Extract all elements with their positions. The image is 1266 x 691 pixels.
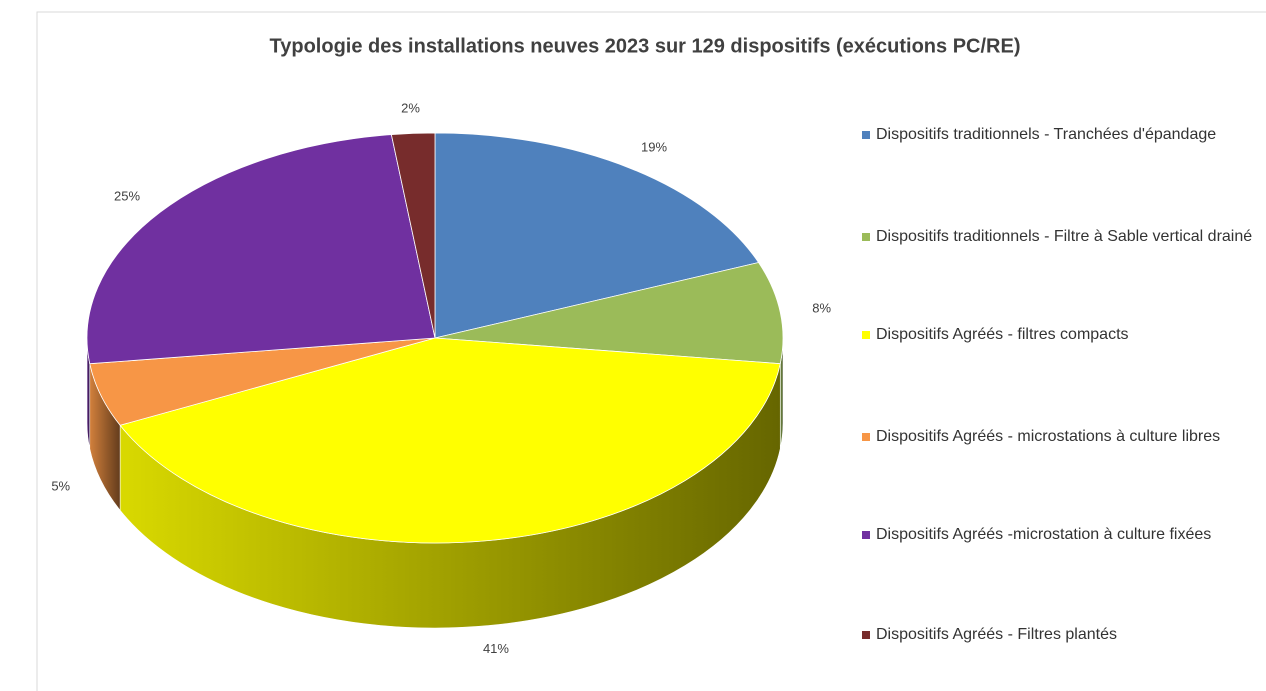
slice — [390, 132, 436, 339]
legend-swatch — [862, 433, 870, 441]
legend-item: Dispositifs Agréés - Filtres plantés — [860, 620, 1255, 649]
data-label: 25% — [114, 189, 140, 204]
legend-item: Dispositifs Agréés - microstations à cul… — [860, 422, 1255, 451]
legend-swatch — [862, 331, 870, 339]
data-label: 41% — [483, 641, 509, 656]
data-label: 5% — [51, 478, 70, 493]
legend-swatch — [862, 131, 870, 139]
legend-item: Dispositifs traditionnels - Filtre à Sab… — [860, 222, 1255, 251]
legend-swatch — [862, 233, 870, 241]
slice — [86, 134, 436, 365]
legend-label: Dispositifs traditionnels - Filtre à Sab… — [876, 228, 1253, 245]
slice — [434, 262, 784, 365]
legend-label: Dispositifs Agréés - Filtres plantés — [876, 626, 1117, 643]
legend-label: Dispositifs Agréés -microstation à cultu… — [876, 526, 1212, 543]
data-label: 19% — [641, 140, 667, 155]
data-label: 8% — [812, 301, 831, 316]
legend-swatch — [862, 631, 870, 639]
data-label: 2% — [401, 100, 420, 115]
legend-label: Dispositifs Agréés - filtres compacts — [876, 326, 1129, 343]
legend-item: Dispositifs Agréés - filtres compacts — [860, 320, 1255, 349]
slice — [119, 337, 781, 544]
legend-label: Dispositifs traditionnels - Tranchées d'… — [876, 126, 1217, 143]
chart-frame — [36, 11, 1266, 691]
legend-item: Dispositifs Agréés -microstation à cultu… — [860, 520, 1255, 549]
chart-title: Typologie des installations neuves 2023 … — [270, 35, 1021, 57]
legend-item: Dispositifs traditionnels - Tranchées d'… — [860, 120, 1255, 149]
legend-label: Dispositifs Agréés - microstations à cul… — [876, 428, 1221, 445]
slice — [434, 132, 760, 339]
legend-swatch — [862, 531, 870, 539]
